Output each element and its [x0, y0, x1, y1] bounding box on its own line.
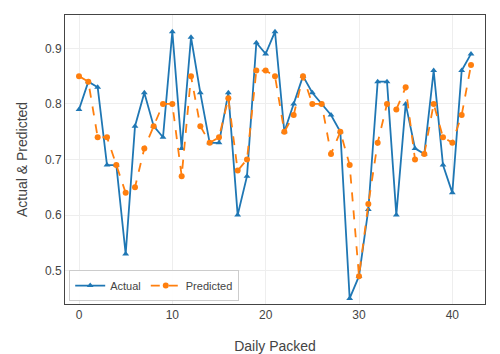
- svg-text:40: 40: [446, 308, 460, 322]
- svg-text:Daily Packed: Daily Packed: [234, 338, 316, 354]
- svg-text:0.9: 0.9: [45, 42, 62, 56]
- svg-text:0: 0: [76, 308, 83, 322]
- svg-text:0.8: 0.8: [45, 97, 62, 111]
- svg-text:10: 10: [166, 308, 180, 322]
- svg-text:Predicted: Predicted: [186, 280, 232, 292]
- svg-text:0.5: 0.5: [45, 264, 62, 278]
- svg-text:Actual: Actual: [110, 280, 141, 292]
- svg-text:0.7: 0.7: [45, 153, 62, 167]
- svg-text:0.6: 0.6: [45, 208, 62, 222]
- svg-text:Actual & Predicted: Actual & Predicted: [14, 102, 30, 217]
- svg-text:30: 30: [352, 308, 366, 322]
- svg-text:20: 20: [259, 308, 273, 322]
